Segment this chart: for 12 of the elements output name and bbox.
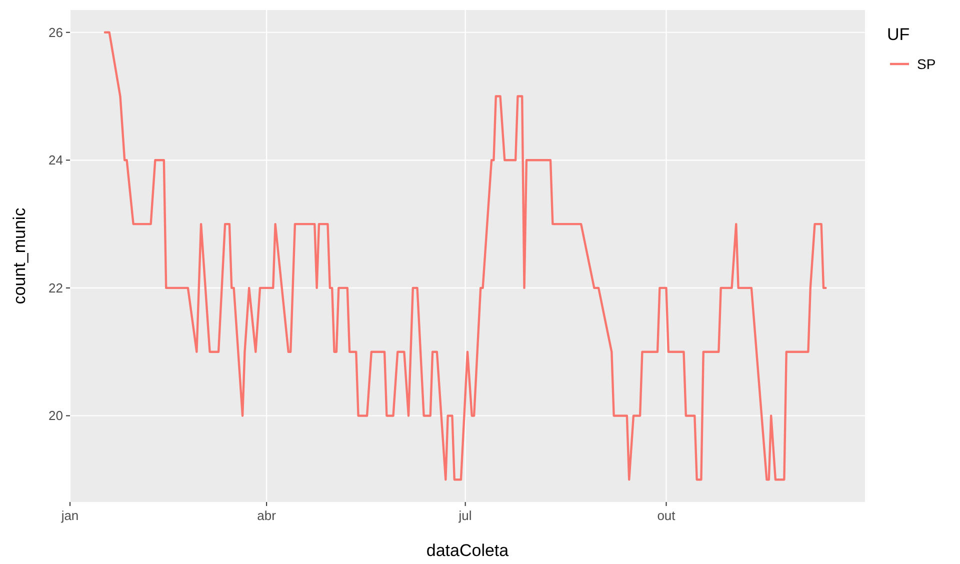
x-tick-label: jul (458, 508, 472, 523)
y-axis-title: count_munic (10, 207, 29, 304)
x-tick-label: jan (60, 508, 79, 523)
legend-title: UF (887, 25, 910, 44)
y-tick-label: 20 (48, 408, 63, 424)
legend-label: SP (917, 56, 936, 72)
y-tick-label: 24 (48, 152, 63, 168)
y-tick-label: 26 (48, 24, 63, 40)
x-tick-label: abr (257, 508, 277, 523)
x-tick-label: out (657, 508, 676, 523)
y-tick-label: 22 (48, 280, 63, 296)
x-axis-title: dataColeta (426, 541, 510, 560)
